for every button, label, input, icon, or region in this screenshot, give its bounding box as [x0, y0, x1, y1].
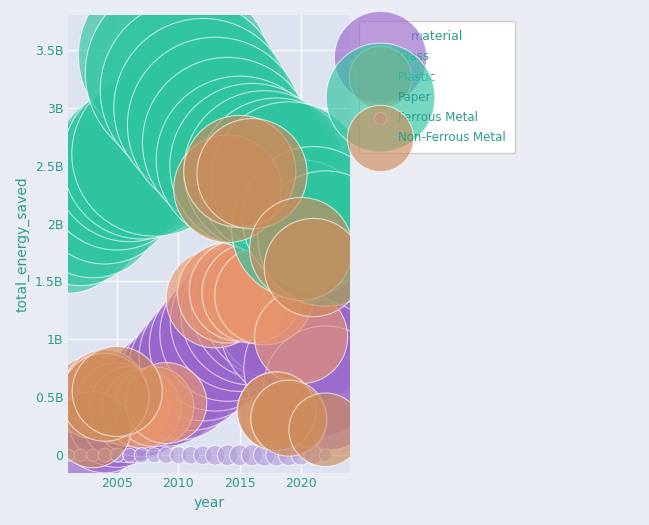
Non-Ferrous Metal	[284, 414, 294, 422]
Plastic	[124, 402, 134, 411]
Plastic	[100, 387, 110, 396]
Glass	[186, 364, 196, 373]
Plastic	[259, 291, 269, 300]
Ferrous Metal	[186, 451, 196, 459]
Paper	[321, 234, 331, 243]
Ferrous Metal	[136, 451, 147, 459]
Glass	[321, 384, 331, 392]
Glass	[198, 353, 208, 361]
Paper	[296, 225, 306, 234]
Ferrous Metal	[112, 451, 123, 459]
Paper	[259, 167, 269, 175]
Ferrous Metal	[259, 451, 269, 459]
Non-Ferrous Metal	[88, 426, 98, 434]
Glass	[149, 391, 159, 399]
Glass	[259, 303, 269, 311]
Plastic	[136, 405, 147, 413]
Paper	[308, 214, 319, 222]
Glass	[88, 434, 98, 442]
Glass	[308, 364, 319, 373]
Glass	[296, 318, 306, 326]
Glass	[210, 341, 221, 349]
Ferrous Metal	[210, 451, 221, 459]
Non-Ferrous Metal	[112, 387, 123, 396]
X-axis label: year: year	[193, 496, 225, 510]
Ferrous Metal	[271, 451, 282, 459]
Paper	[247, 161, 257, 170]
Glass	[124, 407, 134, 415]
Paper	[124, 161, 134, 170]
Plastic	[271, 407, 282, 415]
Non-Ferrous Metal	[234, 167, 245, 175]
Non-Ferrous Metal	[271, 407, 282, 415]
Ferrous Metal	[149, 451, 159, 459]
Paper	[100, 191, 110, 199]
Ferrous Metal	[161, 451, 171, 459]
Plastic	[112, 399, 123, 407]
Glass	[234, 318, 245, 326]
Glass	[112, 414, 123, 422]
Paper	[63, 231, 73, 239]
Plastic	[296, 333, 306, 341]
Plastic	[149, 402, 159, 411]
Ferrous Metal	[223, 451, 233, 459]
Ferrous Metal	[63, 451, 73, 459]
Plastic	[234, 287, 245, 295]
Paper	[223, 138, 233, 146]
Ferrous Metal	[321, 451, 331, 459]
Ferrous Metal	[173, 451, 184, 459]
Ferrous Metal	[100, 451, 110, 459]
Paper	[271, 173, 282, 181]
Ferrous Metal	[88, 451, 98, 459]
Glass	[136, 399, 147, 407]
Paper	[173, 69, 184, 77]
Ferrous Metal	[75, 451, 86, 459]
Paper	[112, 173, 123, 181]
Glass	[284, 303, 294, 311]
Legend: Glass, Plastic, Paper, Ferrous Metal, Non-Ferrous Metal: Glass, Plastic, Paper, Ferrous Metal, No…	[359, 21, 515, 153]
Ferrous Metal	[296, 451, 306, 459]
Paper	[210, 121, 221, 129]
Paper	[149, 150, 159, 158]
Ferrous Metal	[124, 451, 134, 459]
Glass	[100, 422, 110, 430]
Paper	[198, 103, 208, 112]
Plastic	[247, 289, 257, 297]
Paper	[284, 175, 294, 184]
Plastic	[223, 289, 233, 297]
Paper	[234, 155, 245, 164]
Non-Ferrous Metal	[247, 170, 257, 178]
Paper	[88, 208, 98, 216]
Ferrous Metal	[198, 451, 208, 459]
Non-Ferrous Metal	[308, 264, 319, 272]
Glass	[271, 300, 282, 309]
Ferrous Metal	[284, 451, 294, 459]
Glass	[173, 376, 184, 384]
Ferrous Metal	[247, 451, 257, 459]
Non-Ferrous Metal	[223, 185, 233, 193]
Paper	[75, 219, 86, 228]
Ferrous Metal	[308, 451, 319, 459]
Non-Ferrous Metal	[100, 393, 110, 402]
Plastic	[210, 295, 221, 303]
Paper	[186, 86, 196, 94]
Glass	[161, 384, 171, 392]
Ferrous Metal	[234, 451, 245, 459]
Non-Ferrous Metal	[321, 426, 331, 434]
Non-Ferrous Metal	[296, 245, 306, 253]
Plastic	[284, 416, 294, 425]
Glass	[223, 329, 233, 338]
Plastic	[88, 393, 98, 402]
Y-axis label: total_energy_saved: total_energy_saved	[15, 176, 29, 312]
Paper	[161, 51, 171, 60]
Glass	[247, 310, 257, 318]
Plastic	[161, 399, 171, 407]
Paper	[136, 155, 147, 164]
